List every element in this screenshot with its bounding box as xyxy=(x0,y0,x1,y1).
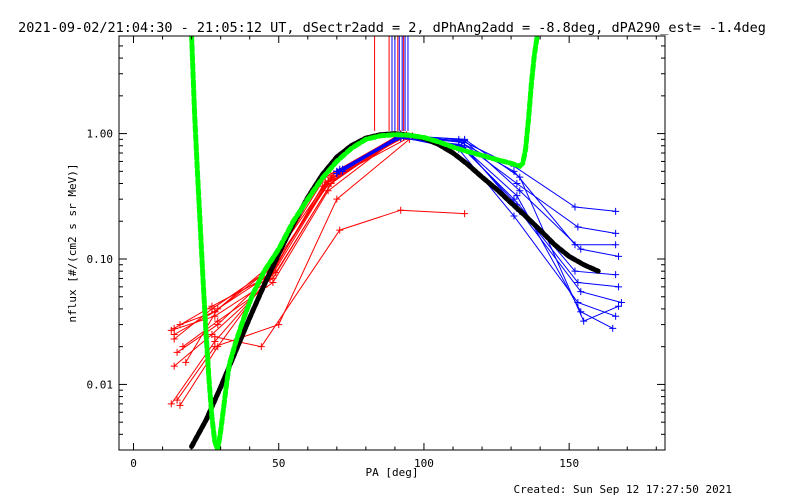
red-series-8-point-1 xyxy=(214,343,222,351)
blue-series-line-8 xyxy=(342,135,619,322)
blue-series-2-point-5 xyxy=(615,252,623,260)
red-series-11-point-2 xyxy=(272,269,280,277)
plot-area xyxy=(167,36,625,450)
y-tick-label-2: 1.00 xyxy=(87,128,114,141)
red-series-12-point-0 xyxy=(211,333,219,341)
y-tick-label-0: 0.01 xyxy=(87,378,114,391)
blue-series-9-point-5 xyxy=(612,241,620,249)
y-axis-label: nflux [#/(cm2 s sr MeV)] xyxy=(66,164,79,323)
blue-series-line-6 xyxy=(336,135,616,317)
red-series-5-point-1 xyxy=(214,317,222,325)
red-series-5-point-2 xyxy=(269,278,277,286)
plot-frame xyxy=(118,35,666,451)
created-timestamp: Created: Sun Sep 12 17:27:50 2021 xyxy=(513,483,732,496)
blue-series-9-point-0 xyxy=(333,167,341,175)
x-tick-label-3: 150 xyxy=(559,457,579,470)
blue-series-1-point-3 xyxy=(513,180,521,187)
x-tick-label-1: 50 xyxy=(272,457,285,470)
red-series-12-point-3 xyxy=(397,206,405,214)
blue-series-5-point-4 xyxy=(577,288,585,296)
blue-series-line-7 xyxy=(339,134,613,329)
red-series-line-8 xyxy=(179,135,413,406)
blue-series-4-point-5 xyxy=(615,283,623,291)
red-series-12-point-2 xyxy=(336,226,344,234)
red-series-12-point-1 xyxy=(257,343,265,351)
blue-series-3-point-5 xyxy=(612,271,620,279)
blue-series-6-point-3 xyxy=(510,212,518,220)
blue-series-2-point-4 xyxy=(577,245,585,253)
blue-series-1-point-4 xyxy=(574,223,582,231)
blue-series-1-point-5 xyxy=(612,229,620,237)
red-series-6-point-3 xyxy=(333,195,341,203)
blue-series-4-point-4 xyxy=(574,278,582,286)
blue-series-3-point-4 xyxy=(571,267,579,275)
red-series-10-point-1 xyxy=(214,305,222,313)
red-series-line-6 xyxy=(176,138,410,401)
axes: 0 50 100 150 0.01 0.10 1.00 xyxy=(87,35,665,470)
red-series-7-point-0 xyxy=(167,400,175,408)
blue-series-8-point-4 xyxy=(580,317,588,325)
blue-series-5-point-5 xyxy=(617,299,625,306)
blue-series-7-point-3 xyxy=(513,192,521,200)
red-series-line-10 xyxy=(185,135,399,363)
red-series-9-point-0 xyxy=(170,331,178,339)
blue-series-6-point-5 xyxy=(612,312,620,320)
red-series-11-point-0 xyxy=(170,324,178,332)
red-series-11-point-1 xyxy=(208,302,216,310)
x-tick-label-0: 0 xyxy=(130,457,137,470)
red-series-9-point-3 xyxy=(327,172,335,180)
red-series-4-point-0 xyxy=(170,362,178,370)
blue-series-9-point-2 xyxy=(455,137,463,145)
blue-series-8-point-3 xyxy=(516,173,524,181)
red-series-2-point-0 xyxy=(173,348,181,356)
blue-series-line-4 xyxy=(339,137,619,288)
red-series-12-point-4 xyxy=(461,210,469,218)
blue-series-9-point-4 xyxy=(571,241,579,249)
red-series-10-point-0 xyxy=(182,358,190,366)
red-series-11-point-3 xyxy=(330,176,338,184)
blue-series-0-point-5 xyxy=(612,207,620,215)
x-axis-label: PA [deg] xyxy=(366,466,419,479)
blue-series-7-point-5 xyxy=(609,324,617,332)
blue-series-0-point-4 xyxy=(571,203,579,211)
blue-series-9-point-3 xyxy=(510,167,518,175)
y-tick-label-1: 0.10 xyxy=(87,253,114,266)
x-tick-label-2: 100 xyxy=(414,457,434,470)
red-series-8-point-0 xyxy=(176,401,184,409)
red-series-6-point-0 xyxy=(173,396,181,404)
green-model-curve xyxy=(189,36,540,450)
blue-series-2-point-3 xyxy=(516,187,524,195)
blue-series-8-point-2 xyxy=(461,135,469,143)
blue-series-8-point-5 xyxy=(615,302,623,310)
red-series-5-point-0 xyxy=(179,343,187,351)
blue-series-line-5 xyxy=(342,135,622,303)
chart-title: 2021-09-02/21:04:30 - 21:05:12 UT, dSect… xyxy=(18,20,766,36)
